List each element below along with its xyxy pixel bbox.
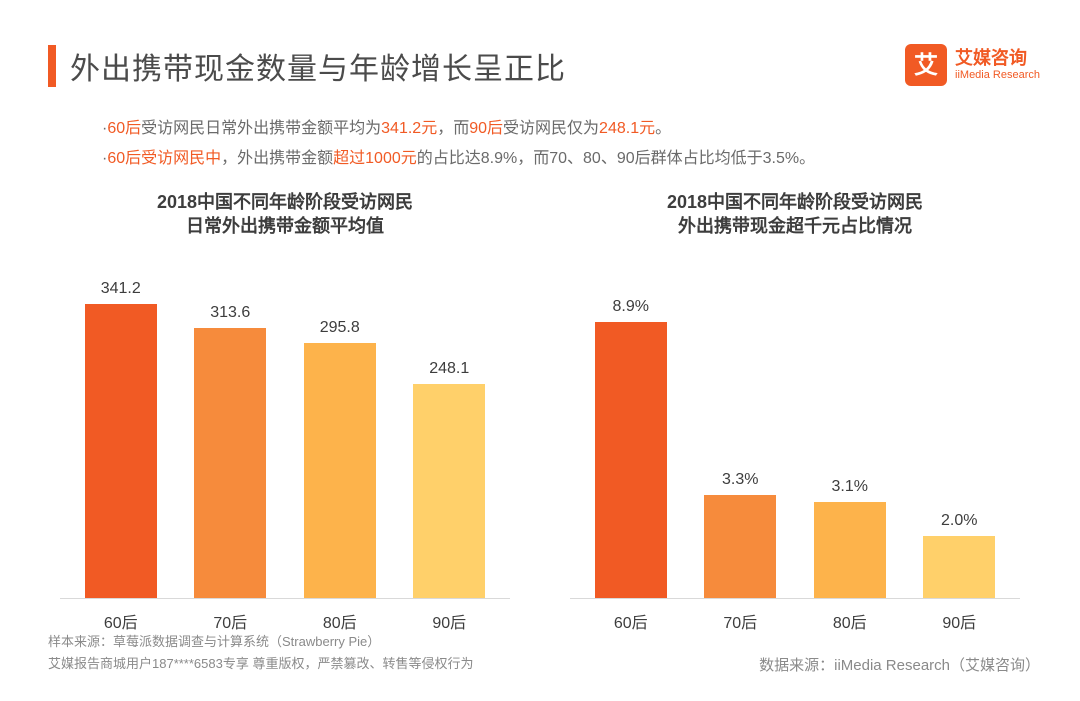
chart-left-value-label-0: 341.2 (101, 280, 141, 298)
chart-left-xlabel-0: 60后 (76, 609, 166, 633)
sample-source: 样本来源：草莓派数据调查与计算系统（Strawberry Pie） (48, 631, 473, 653)
data-source: 数据来源：iiMedia Research（艾媒咨询） (759, 654, 1040, 675)
header: 外出携带现金数量与年龄增长呈正比 艾 艾媒咨询 iiMedia Research (48, 44, 1040, 88)
charts-row: 2018中国不同年龄阶段受访网民 日常外出携带金额平均值 341.2 313.6 2… (60, 190, 1020, 633)
chart-right-bar-rect-3 (923, 536, 995, 598)
chart-left-bar-2: 295.8 (295, 319, 385, 598)
chart-left-xlabel-2: 80后 (295, 609, 385, 633)
chart-right-value-label-1: 3.3% (722, 471, 758, 489)
chart-right-xlabel-1: 70后 (695, 609, 785, 633)
chart-right-bar-2: 3.1% (805, 478, 895, 598)
chart-right-value-label-3: 2.0% (941, 512, 977, 530)
brand-logo: 艾 艾媒咨询 iiMedia Research (905, 44, 1040, 86)
page-title: 外出携带现金数量与年龄增长呈正比 (70, 44, 566, 88)
svg-text:艾: 艾 (914, 52, 938, 79)
chart-right-xaxis: 60后 70后 80后 90后 (570, 599, 1020, 633)
chart-left: 2018中国不同年龄阶段受访网民 日常外出携带金额平均值 341.2 313.6 2… (60, 190, 510, 633)
logo-icon: 艾 (905, 44, 947, 86)
copyright-line: 艾媒报告商城用户187****6583专享 尊重版权，严禁篡改、转售等侵权行为 (48, 653, 473, 675)
chart-right-title: 2018中国不同年龄阶段受访网民 外出携带现金超千元占比情况 (667, 190, 923, 239)
logo-cn: 艾媒咨询 (955, 49, 1040, 69)
chart-left-bar-rect-1 (194, 328, 266, 598)
chart-left-plot: 341.2 313.6 295.8 248.1 (60, 259, 510, 599)
chart-left-value-label-1: 313.6 (210, 304, 250, 322)
chart-right-bar-1: 3.3% (695, 471, 785, 597)
chart-left-xlabel-1: 70后 (185, 609, 275, 633)
logo-text: 艾媒咨询 iiMedia Research (955, 49, 1040, 81)
chart-left-bar-1: 313.6 (185, 304, 275, 598)
chart-right-value-label-0: 8.9% (613, 298, 649, 316)
bullet-2: ·60后受访网民中，外出携带金额超过1000元的占比达8.9%，而70、80、9… (102, 144, 1020, 174)
chart-right-bar-0: 8.9% (586, 298, 676, 598)
footnotes: 样本来源：草莓派数据调查与计算系统（Strawberry Pie） 艾媒报告商城… (48, 631, 1040, 675)
chart-right-value-label-2: 3.1% (832, 478, 868, 496)
title-wrap: 外出携带现金数量与年龄增长呈正比 (48, 44, 566, 88)
bullet-1: ·60后受访网民日常外出携带金额平均为341.2元，而90后受访网民仅为248.… (102, 114, 1020, 144)
chart-right-bar-3: 2.0% (914, 512, 1004, 598)
chart-left-bar-3: 248.1 (404, 360, 494, 598)
footnote-left: 样本来源：草莓派数据调查与计算系统（Strawberry Pie） 艾媒报告商城… (48, 631, 473, 675)
chart-left-value-label-2: 295.8 (320, 319, 360, 337)
chart-right-xlabel-3: 90后 (914, 609, 1004, 633)
chart-right-bar-rect-1 (704, 495, 776, 597)
chart-left-bar-rect-3 (413, 384, 485, 598)
chart-left-title: 2018中国不同年龄阶段受访网民 日常外出携带金额平均值 (157, 190, 413, 239)
chart-left-bar-rect-2 (304, 343, 376, 598)
chart-right: 2018中国不同年龄阶段受访网民 外出携带现金超千元占比情况 8.9% 3.3% 3… (570, 190, 1020, 633)
chart-left-xlabel-3: 90后 (404, 609, 494, 633)
chart-left-value-label-3: 248.1 (429, 360, 469, 378)
chart-right-xlabel-0: 60后 (586, 609, 676, 633)
chart-left-bar-rect-0 (85, 304, 157, 598)
key-points: ·60后受访网民日常外出携带金额平均为341.2元，而90后受访网民仅为248.… (102, 114, 1020, 175)
chart-right-bar-rect-2 (814, 502, 886, 598)
chart-left-bar-0: 341.2 (76, 280, 166, 598)
chart-right-xlabel-2: 80后 (805, 609, 895, 633)
title-accent-bar (48, 45, 56, 87)
chart-left-xaxis: 60后 70后 80后 90后 (60, 599, 510, 633)
chart-right-plot: 8.9% 3.3% 3.1% 2.0% (570, 259, 1020, 599)
chart-right-bar-rect-0 (595, 322, 667, 598)
logo-en: iiMedia Research (955, 69, 1040, 81)
